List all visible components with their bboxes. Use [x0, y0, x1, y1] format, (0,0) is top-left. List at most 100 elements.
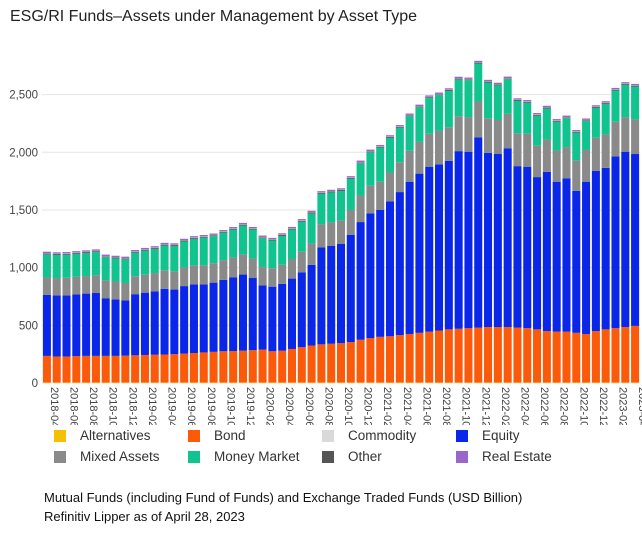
bar-segment: [611, 87, 620, 90]
bar-segment: [572, 160, 581, 191]
bar-segment: [444, 127, 453, 161]
bar-segment: [386, 172, 395, 202]
legend-label: Equity: [482, 428, 520, 443]
bar-segment: [513, 382, 522, 383]
bar-segment: [82, 293, 91, 356]
bar-segment: [42, 294, 51, 356]
bar-segment: [278, 283, 287, 351]
bar-segment: [199, 235, 208, 237]
bar-segment: [189, 353, 198, 383]
x-tick-label: 2018-08: [87, 387, 99, 425]
bar-segment: [415, 382, 424, 383]
bar-segment: [346, 177, 355, 179]
bar-segment: [62, 252, 71, 254]
bar-segment: [287, 382, 296, 383]
bar-segment: [582, 333, 591, 383]
x-axis-tick-labels: 2018-04 2018-06 2018-08 2018-10 2018-12 2019-…: [48, 387, 642, 425]
bar-segment: [444, 160, 453, 330]
bar-segment: [513, 100, 522, 101]
bar-segment: [484, 327, 493, 383]
bar-segment: [533, 114, 542, 116]
legend-label: Alternatives: [80, 428, 151, 443]
bar-segment: [523, 328, 532, 383]
bar-segment: [52, 382, 61, 383]
legend-label: Real Estate: [482, 449, 552, 464]
bar-segment: [572, 130, 581, 132]
bar-segment: [346, 342, 355, 383]
legend-swatch-real-estate: [456, 450, 468, 463]
bar-segment: [258, 235, 267, 237]
bar-segment: [366, 213, 375, 339]
bar-segment: [533, 382, 542, 383]
bar-segment: [199, 284, 208, 353]
bar-segment: [72, 382, 81, 383]
bar-segment: [72, 276, 81, 295]
footnote-as-of-date: Refinitiv Lipper as of April 28, 2023: [44, 509, 245, 524]
bar-segment: [268, 286, 277, 352]
bar-segment: [219, 232, 228, 261]
y-tick-label: 1,000: [9, 263, 38, 275]
bar-segment: [297, 251, 306, 273]
bar-segment: [62, 295, 71, 357]
bar-segment: [425, 95, 434, 97]
bar-segment: [464, 382, 473, 383]
bar-segment: [552, 382, 561, 383]
bar-segment: [611, 89, 620, 91]
bar-segment: [160, 244, 169, 246]
bar-segment: [307, 210, 316, 213]
bar-segment: [621, 84, 630, 118]
bar-segment: [582, 121, 591, 150]
bar-segment: [474, 63, 483, 102]
x-tick-label: 2020-10: [342, 387, 354, 425]
legend-label: Commodity: [348, 428, 417, 443]
bar-segment: [572, 332, 581, 383]
bar-segment: [631, 85, 640, 87]
bar-segment: [591, 105, 600, 107]
bar-segment: [307, 213, 316, 244]
bar-segment: [572, 131, 581, 133]
bar-segment: [376, 382, 385, 383]
bar-segment: [474, 101, 483, 138]
bar-segment: [287, 278, 296, 349]
bar-segment: [582, 149, 591, 182]
bar-segment: [533, 113, 542, 115]
bar-segment: [346, 382, 355, 383]
bar-segment: [591, 106, 600, 108]
bar-segment: [327, 222, 336, 246]
x-tick-label: 2023-02: [616, 387, 628, 425]
bar-segment: [219, 260, 228, 280]
bar-segment: [582, 382, 591, 383]
bar-segment: [180, 241, 189, 268]
bar-segment: [366, 149, 375, 152]
bar-segment: [287, 348, 296, 383]
bar-segment: [131, 355, 140, 383]
bar-segment: [91, 249, 100, 251]
bar-segment: [395, 127, 404, 163]
x-tick-label: 2019-02: [146, 387, 158, 425]
bar-segment: [621, 151, 630, 328]
bar-segment: [366, 382, 375, 383]
bar-segment: [454, 116, 463, 152]
bar-segment: [503, 382, 512, 383]
bar-segment: [209, 382, 218, 383]
bar-segment: [356, 160, 365, 162]
bar-segment: [297, 272, 306, 348]
bar-segment: [601, 134, 610, 168]
bar-segment: [327, 189, 336, 192]
bar-segment: [425, 382, 434, 383]
bar-segment: [523, 166, 532, 329]
bar-segment: [101, 355, 110, 383]
bar-segment: [199, 265, 208, 285]
bar-segment: [582, 181, 591, 334]
bar-segment: [346, 234, 355, 343]
bar-segment: [42, 251, 51, 254]
x-tick-label: 2021-04: [401, 387, 413, 425]
bar-segment: [454, 79, 463, 117]
legend-item-other: Other: [322, 449, 382, 464]
bar-segment: [180, 267, 189, 287]
x-tick-label: 2021-10: [460, 387, 472, 425]
legend-swatch-money-market: [188, 450, 200, 463]
bar-segment: [444, 329, 453, 383]
bar-segment: [425, 98, 434, 134]
bar-segment: [140, 382, 149, 383]
